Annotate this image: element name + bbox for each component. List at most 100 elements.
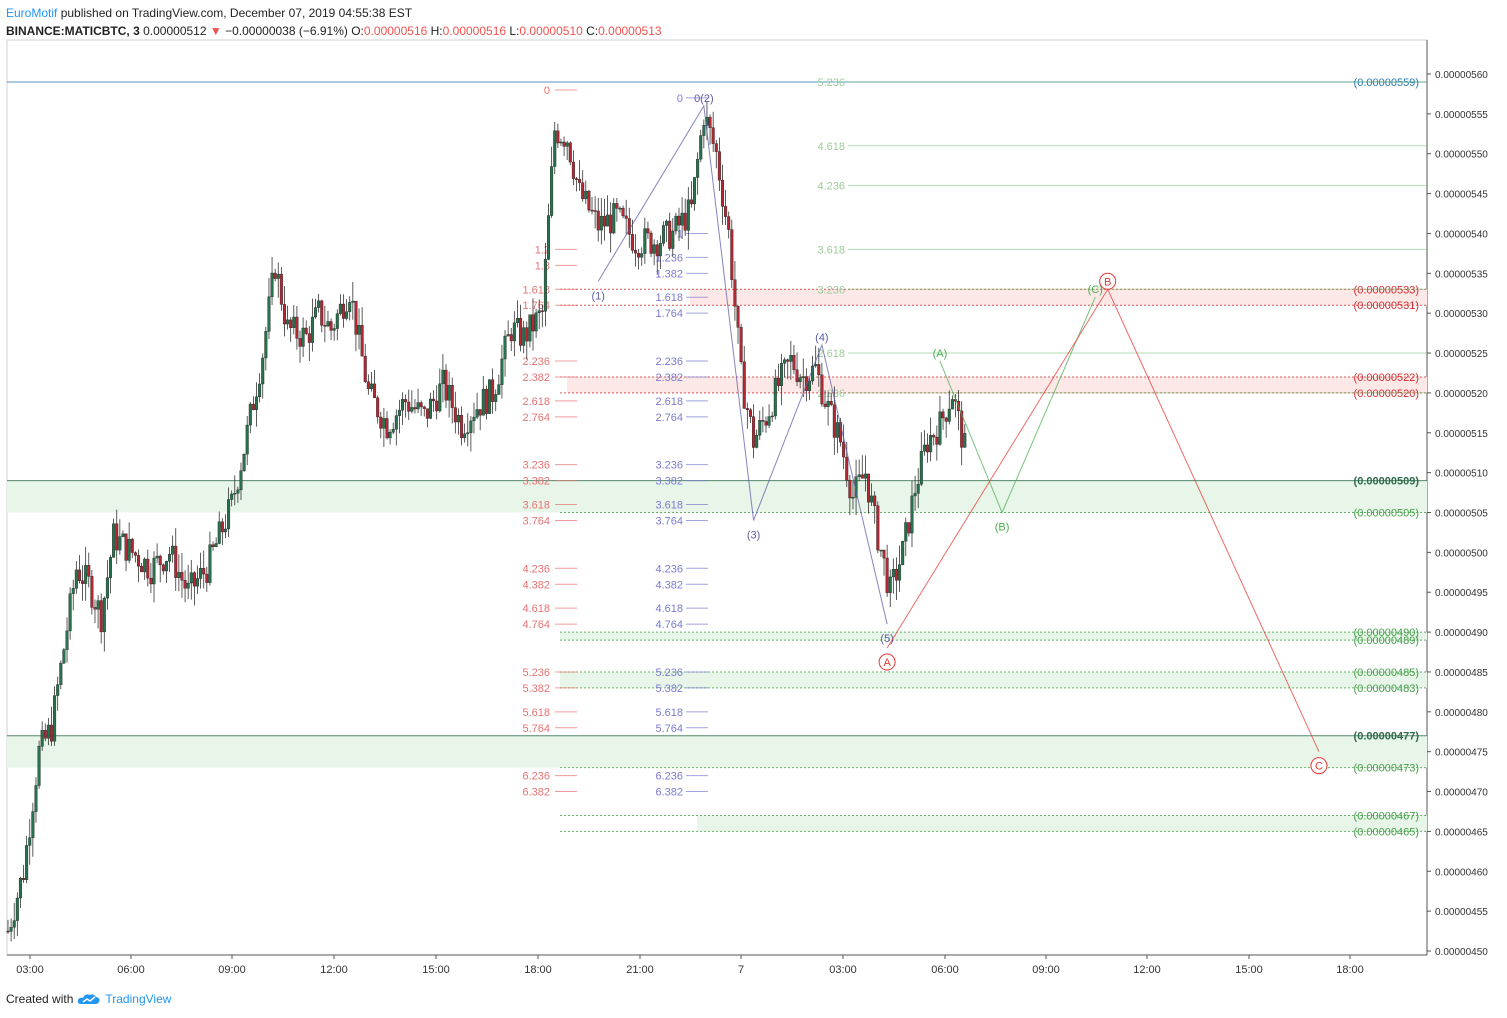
candle-body (87, 565, 91, 577)
candle-body (65, 630, 69, 650)
candle-body (348, 302, 352, 312)
level-label: (0.00000467) (1354, 810, 1419, 822)
candle-body (658, 243, 662, 257)
fib-red-label: 3.618 (522, 500, 550, 512)
candle-body (748, 409, 752, 417)
candle-body (130, 538, 134, 553)
candle-body (935, 436, 939, 445)
candle-body (798, 377, 802, 382)
price-chart[interactable]: (0.00000559) (0.00000533) (0.00000531) (0.0… (0, 0, 1507, 990)
candle-body (711, 127, 715, 144)
tradingview-link[interactable]: TradingView (105, 992, 172, 1006)
level-label: (0.00000520) (1354, 388, 1419, 400)
level-label: (0.00000505) (1354, 508, 1419, 520)
candle-body (686, 199, 690, 231)
candle-body (456, 415, 460, 423)
candle-body (652, 244, 656, 254)
y-tick-label: 0.00000555 (1435, 110, 1488, 121)
fib-green-label: 3.618 (817, 244, 845, 256)
candle-body (136, 555, 140, 567)
fib-blue-label: 1.382 (655, 268, 683, 280)
candle-body (118, 536, 122, 551)
candle-body (944, 417, 948, 422)
fib-red-label: 5.764 (522, 723, 550, 735)
candle-body (335, 313, 339, 329)
fib-blue-label: 1.764 (655, 308, 683, 320)
candle-body (919, 451, 923, 485)
candle-body (140, 566, 144, 573)
high-label: H: (430, 24, 443, 38)
candle-body (161, 564, 165, 572)
fib-red-label: 1.618 (522, 284, 550, 296)
candle-body (717, 151, 721, 181)
level-zone (567, 376, 1427, 393)
candle-body (53, 695, 57, 742)
candle-body (217, 521, 221, 544)
candle-body (192, 572, 196, 587)
fib-blue-label: 1.236 (655, 252, 683, 264)
fib-red-label: 2.764 (522, 412, 550, 424)
candle-body (556, 130, 560, 144)
fib-green-label: 5.236 (817, 77, 845, 89)
wave-blue-label: 0(2) (694, 93, 714, 105)
y-tick-label: 0.00000475 (1435, 748, 1488, 759)
candle-body (829, 401, 833, 405)
y-tick-label: 0.00000525 (1435, 349, 1488, 360)
fib-red-label: 6.236 (522, 771, 550, 783)
candle-body (683, 212, 687, 231)
level-label: (0.00000509) (1354, 476, 1420, 488)
candle-body (553, 130, 557, 167)
candle-body (248, 403, 252, 426)
candle-body (438, 383, 442, 412)
candle-body (643, 228, 647, 254)
candle-body (202, 568, 206, 575)
candle-body (724, 206, 728, 217)
fib-red-label: 4.618 (522, 603, 550, 615)
footer: Created with TradingView (6, 992, 171, 1006)
candle-body (907, 522, 911, 534)
candle-body (258, 383, 262, 398)
candle-body (96, 600, 100, 610)
candle-body (494, 394, 498, 402)
candle-body (286, 319, 290, 325)
fib-red-label: 5.618 (522, 707, 550, 719)
fib-green-label: 4.236 (817, 181, 845, 193)
candle-body (581, 182, 585, 200)
candle-body (574, 178, 578, 180)
candle-body (90, 576, 94, 608)
candle-body (31, 811, 35, 838)
candle-body (81, 580, 85, 584)
candle-body (323, 325, 327, 327)
candle-body (497, 384, 501, 395)
fib-red-label: 5.382 (522, 683, 550, 695)
candle-body (43, 730, 47, 739)
candle-body (127, 538, 131, 561)
level-zone (697, 815, 1427, 832)
candle-body (758, 420, 762, 436)
candle-body (146, 558, 150, 579)
candle-body (133, 552, 137, 556)
candle-body (267, 296, 271, 332)
candle-body (904, 522, 908, 542)
candle-body (500, 358, 504, 385)
level-label: (0.00000465) (1354, 826, 1419, 838)
y-tick-label: 0.00000455 (1435, 907, 1488, 918)
fib-blue-label: 2.764 (655, 412, 683, 424)
level-zone (7, 480, 1427, 513)
author-link[interactable]: EuroMotif (6, 6, 58, 20)
fib-blue-label: 3.764 (655, 515, 683, 527)
candle-body (466, 432, 470, 435)
candle-body (242, 453, 246, 471)
x-tick-label: 15:00 (1235, 964, 1263, 976)
header-line-2: BINANCE:MATICBTC, 3 0.00000512 ▼ −0.0000… (6, 22, 662, 40)
fib-blue-label: 4.618 (655, 603, 683, 615)
level-label: (0.00000490) (1354, 627, 1419, 639)
candle-body (506, 334, 510, 337)
candle-body (84, 565, 88, 584)
candle-body (736, 305, 740, 328)
candle-body (282, 304, 286, 325)
candle-body (547, 215, 551, 260)
candle-body (509, 334, 513, 342)
close-value: 0.00000513 (598, 24, 662, 38)
candle-body (363, 355, 367, 382)
